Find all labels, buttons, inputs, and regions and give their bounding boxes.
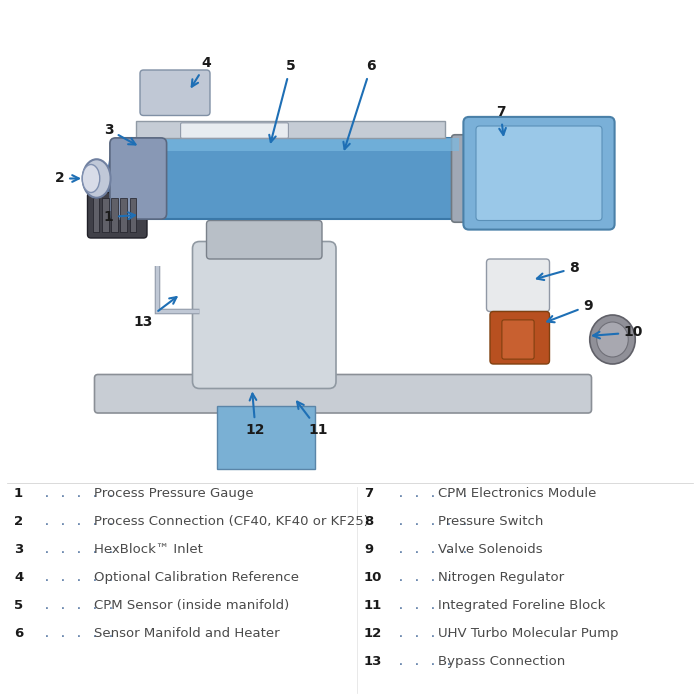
Text: 1: 1	[104, 210, 135, 224]
Text: . . . .: . . . .	[389, 655, 461, 668]
FancyBboxPatch shape	[502, 320, 534, 359]
FancyBboxPatch shape	[206, 220, 322, 259]
Text: 5: 5	[14, 599, 23, 612]
Bar	[93, 198, 99, 232]
Text: 7: 7	[496, 105, 506, 135]
Ellipse shape	[589, 315, 636, 364]
Text: CPM Electronics Module: CPM Electronics Module	[438, 487, 596, 500]
Text: Process Connection (CF40, KF40 or KF25): Process Connection (CF40, KF40 or KF25)	[94, 515, 370, 528]
Text: 5: 5	[270, 60, 295, 142]
Text: Integrated Foreline Block: Integrated Foreline Block	[438, 599, 605, 612]
Text: Pressure Switch: Pressure Switch	[438, 515, 543, 528]
Text: . . . . .: . . . . .	[35, 487, 123, 500]
Ellipse shape	[108, 139, 136, 218]
Bar	[120, 198, 127, 232]
Ellipse shape	[483, 139, 511, 218]
Bar	[111, 198, 118, 232]
FancyBboxPatch shape	[110, 138, 167, 219]
Text: HexBlock™ Inlet: HexBlock™ Inlet	[94, 543, 204, 556]
Text: Optional Calibration Reference: Optional Calibration Reference	[94, 571, 300, 584]
Text: 1: 1	[14, 487, 23, 500]
Text: 6: 6	[14, 627, 23, 640]
Bar	[130, 198, 136, 232]
Text: Process Pressure Gauge: Process Pressure Gauge	[94, 487, 254, 500]
Text: 12: 12	[246, 393, 265, 437]
Text: . . . . .: . . . . .	[389, 543, 477, 556]
Bar	[136, 120, 444, 139]
Text: . . . .: . . . .	[389, 599, 461, 612]
Text: . . . . .: . . . . .	[35, 599, 123, 612]
Text: CPM Sensor (inside manifold): CPM Sensor (inside manifold)	[94, 599, 290, 612]
FancyBboxPatch shape	[140, 70, 210, 116]
Text: UHV Turbo Molecular Pump: UHV Turbo Molecular Pump	[438, 627, 618, 640]
FancyBboxPatch shape	[490, 312, 550, 364]
Text: 6: 6	[344, 60, 376, 149]
Bar	[122, 139, 458, 218]
Ellipse shape	[596, 322, 629, 357]
Text: 4: 4	[14, 571, 23, 584]
Text: . . . .: . . . .	[389, 627, 461, 640]
Text: 9: 9	[364, 543, 373, 556]
FancyBboxPatch shape	[94, 374, 592, 413]
Text: . . . .: . . . .	[389, 571, 461, 584]
Text: 2: 2	[55, 172, 79, 186]
Text: 2: 2	[14, 515, 23, 528]
Text: . . . . .: . . . . .	[35, 627, 123, 640]
Text: 13: 13	[134, 297, 176, 329]
Text: 11: 11	[364, 599, 382, 612]
Text: 13: 13	[364, 655, 382, 668]
Text: 12: 12	[364, 627, 382, 640]
Text: 9: 9	[547, 299, 593, 322]
Ellipse shape	[83, 164, 99, 193]
FancyBboxPatch shape	[463, 117, 615, 230]
Ellipse shape	[83, 160, 111, 197]
FancyBboxPatch shape	[193, 241, 336, 388]
Text: 3: 3	[14, 543, 23, 556]
Text: 8: 8	[364, 515, 373, 528]
FancyBboxPatch shape	[452, 134, 500, 223]
FancyBboxPatch shape	[486, 259, 550, 312]
Bar	[102, 198, 108, 232]
Text: 10: 10	[593, 326, 643, 340]
Text: 4: 4	[192, 56, 211, 87]
Text: . . . . .: . . . . .	[35, 543, 123, 556]
Text: Sensor Manifold and Heater: Sensor Manifold and Heater	[94, 627, 280, 640]
Text: Valve Solenoids: Valve Solenoids	[438, 543, 542, 556]
Text: 10: 10	[364, 571, 382, 584]
Bar	[122, 139, 458, 151]
Text: Nitrogen Regulator: Nitrogen Regulator	[438, 571, 564, 584]
FancyBboxPatch shape	[217, 406, 315, 469]
Text: . . . . .: . . . . .	[35, 515, 123, 528]
Text: 7: 7	[364, 487, 373, 500]
Text: Bypass Connection: Bypass Connection	[438, 655, 565, 668]
Text: . . . . .: . . . . .	[389, 515, 477, 528]
FancyBboxPatch shape	[476, 126, 602, 220]
FancyBboxPatch shape	[181, 123, 288, 139]
FancyBboxPatch shape	[88, 193, 147, 238]
Text: 11: 11	[297, 402, 328, 437]
Text: . . . . .: . . . . .	[35, 571, 123, 584]
Text: 3: 3	[104, 122, 136, 144]
Text: 8: 8	[537, 261, 579, 280]
Text: . . . . .: . . . . .	[389, 487, 477, 500]
